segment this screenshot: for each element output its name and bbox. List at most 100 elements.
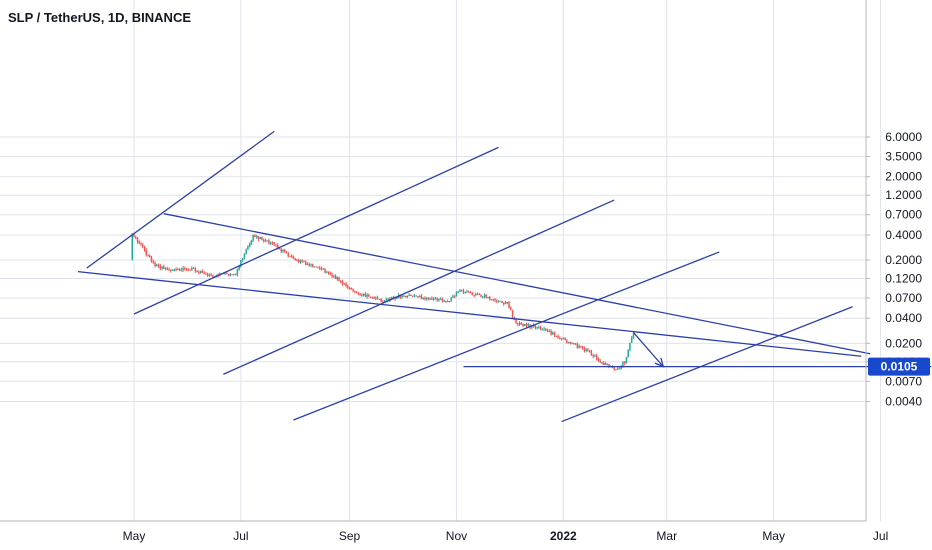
- candle: [581, 345, 584, 350]
- candle: [403, 294, 405, 297]
- candle-body: [611, 367, 614, 369]
- candle: [485, 293, 488, 299]
- candle-body: [588, 350, 591, 352]
- candle-body: [224, 272, 226, 274]
- candle-body: [413, 295, 416, 297]
- candle: [345, 281, 347, 288]
- candle-body: [282, 249, 284, 252]
- candle-body: [411, 295, 414, 297]
- candle-body: [510, 307, 512, 311]
- candle: [362, 293, 365, 297]
- candle: [196, 270, 198, 273]
- candle-body: [290, 255, 293, 257]
- candle: [227, 273, 230, 277]
- candle-body: [592, 355, 594, 357]
- candle: [283, 248, 286, 253]
- candle: [326, 270, 328, 274]
- candle: [573, 342, 575, 345]
- candle: [555, 335, 558, 338]
- candle-body: [518, 322, 521, 325]
- candle-body: [613, 367, 615, 370]
- candle-body: [348, 287, 351, 289]
- candle-body: [152, 261, 155, 263]
- candle: [517, 322, 519, 327]
- candle-body: [250, 240, 253, 245]
- candle-body: [257, 236, 260, 240]
- candle-body: [178, 269, 181, 271]
- candle: [163, 264, 165, 270]
- candle-body: [240, 260, 242, 267]
- candle-body: [248, 244, 251, 247]
- candle-body: [336, 277, 339, 280]
- candle-body: [210, 274, 212, 276]
- last-price-label: 0.0105: [881, 360, 918, 374]
- candle-body: [196, 271, 198, 273]
- candle: [415, 295, 417, 297]
- candle: [255, 234, 258, 239]
- candle-body: [359, 293, 361, 296]
- candle: [501, 300, 503, 304]
- candle-body: [189, 269, 191, 271]
- candle: [149, 254, 151, 258]
- candle-body: [254, 234, 256, 237]
- candle-body: [453, 296, 456, 298]
- candle-body: [420, 296, 423, 299]
- candle-body: [150, 257, 153, 262]
- candle: [333, 275, 335, 279]
- candle-body: [508, 302, 510, 308]
- candle: [343, 282, 346, 285]
- y-tick-label: 0.0070: [885, 374, 922, 388]
- candle: [143, 245, 146, 252]
- candle-body: [243, 253, 246, 259]
- candle-body: [361, 294, 363, 296]
- candle-body: [168, 269, 170, 271]
- candle-body: [560, 338, 563, 340]
- candle: [212, 274, 214, 278]
- candle: [382, 299, 384, 303]
- candle: [273, 241, 275, 246]
- candle-body: [552, 332, 554, 335]
- candle-body: [136, 238, 139, 242]
- candle-body: [182, 267, 184, 270]
- candle: [466, 289, 468, 293]
- candle: [404, 295, 407, 298]
- candle: [434, 296, 437, 300]
- candle: [336, 276, 339, 281]
- candle-body: [368, 294, 370, 297]
- candle: [145, 248, 148, 257]
- candlestick-series: [131, 232, 635, 371]
- chart-grid: [0, 0, 882, 521]
- candle: [371, 296, 374, 299]
- candle: [206, 272, 209, 277]
- candle: [406, 295, 409, 299]
- candle-body: [364, 293, 367, 297]
- candle-body: [616, 368, 619, 370]
- candle: [553, 331, 556, 338]
- candle: [366, 293, 368, 299]
- candle-body: [460, 289, 463, 291]
- candle-body: [187, 269, 190, 271]
- candle-body: [301, 260, 303, 262]
- candle: [590, 349, 593, 356]
- candle: [303, 260, 305, 263]
- candle: [247, 245, 249, 250]
- candle-body: [320, 268, 323, 270]
- candle-body: [550, 330, 552, 335]
- candle-body: [503, 302, 505, 304]
- candle: [557, 334, 559, 339]
- y-tick-label: 0.4000: [885, 228, 922, 242]
- candle-body: [319, 267, 321, 269]
- candle-body: [285, 252, 288, 254]
- candle-body: [573, 342, 575, 344]
- candle: [275, 244, 277, 248]
- candle: [571, 342, 573, 344]
- candle-body: [166, 268, 169, 270]
- candle-body: [553, 332, 556, 336]
- candle: [627, 349, 629, 358]
- candle: [378, 298, 381, 300]
- candle-body: [191, 267, 193, 270]
- candle-body: [287, 253, 289, 256]
- candle-body: [404, 296, 407, 298]
- candle-body: [464, 292, 466, 294]
